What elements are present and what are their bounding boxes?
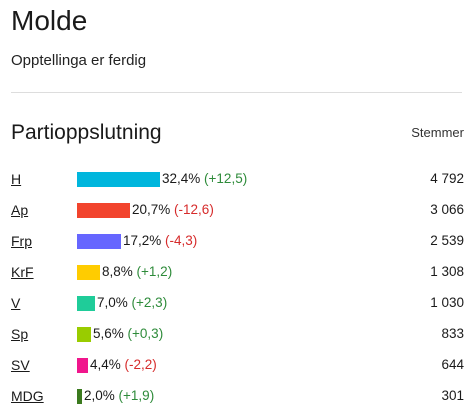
data-label-mdg: 2,0% (+1,9) <box>84 387 154 405</box>
votes-value: 833 <box>441 326 464 341</box>
data-label-v: 7,0% (+2,3) <box>97 294 167 312</box>
party-link-h[interactable]: H <box>11 171 22 187</box>
party-link-frp[interactable]: Frp <box>11 233 32 249</box>
party-results-chart: H 32,4% (+12,5) 4 792 Ap 20,7% (-12,6) 3 066 F… <box>0 164 473 412</box>
party-link-mdg[interactable]: MDG <box>11 388 44 404</box>
votes-value: 4 792 <box>430 171 464 186</box>
percent-value: 32,4% <box>162 171 201 186</box>
votes-value: 301 <box>441 388 464 403</box>
section-title: Partioppslutning <box>11 121 162 144</box>
divider <box>11 92 462 93</box>
party-row-mdg: MDG 2,0% (+1,9) 301 <box>0 381 473 412</box>
bar-sv <box>77 358 88 373</box>
data-label-krf: 8,8% (+1,2) <box>102 263 172 281</box>
percent-value: 20,7% <box>132 202 171 217</box>
party-row-h: H 32,4% (+12,5) 4 792 <box>0 164 473 195</box>
votes-value: 644 <box>441 357 464 372</box>
change-value: (-12,6) <box>174 202 214 217</box>
party-row-sp: Sp 5,6% (+0,3) 833 <box>0 319 473 350</box>
votes-value: 1 308 <box>430 264 464 279</box>
votes-value: 1 030 <box>430 295 464 310</box>
party-link-ap[interactable]: Ap <box>11 202 29 218</box>
party-row-krf: KrF 8,8% (+1,2) 1 308 <box>0 257 473 288</box>
votes-value: 3 066 <box>430 202 464 217</box>
party-row-v: V 7,0% (+2,3) 1 030 <box>0 288 473 319</box>
percent-value: 4,4% <box>90 357 121 372</box>
count-status: Opptellinga er ferdig <box>11 52 147 69</box>
percent-value: 7,0% <box>97 295 128 310</box>
data-label-sp: 5,6% (+0,3) <box>93 325 163 343</box>
bar-v <box>77 296 95 311</box>
bar-sp <box>77 327 91 342</box>
party-link-sv[interactable]: SV <box>11 357 30 373</box>
page-title: Molde <box>11 5 88 36</box>
change-value: (-2,2) <box>124 357 157 372</box>
data-label-frp: 17,2% (-4,3) <box>123 232 197 250</box>
bar-krf <box>77 265 100 280</box>
data-label-ap: 20,7% (-12,6) <box>132 201 214 219</box>
data-label-sv: 4,4% (-2,2) <box>90 356 157 374</box>
percent-value: 5,6% <box>93 326 124 341</box>
party-link-sp[interactable]: Sp <box>11 326 29 342</box>
votes-value: 2 539 <box>430 233 464 248</box>
percent-value: 2,0% <box>84 388 115 403</box>
party-link-v[interactable]: V <box>11 295 21 311</box>
party-link-krf[interactable]: KrF <box>11 264 34 280</box>
bar-mdg <box>77 389 82 404</box>
party-row-ap: Ap 20,7% (-12,6) 3 066 <box>0 195 473 226</box>
percent-value: 8,8% <box>102 264 133 279</box>
party-row-frp: Frp 17,2% (-4,3) 2 539 <box>0 226 473 257</box>
bar-ap <box>77 203 130 218</box>
change-value: (+1,2) <box>136 264 173 279</box>
data-label-h: 32,4% (+12,5) <box>162 170 247 188</box>
change-value: (+2,3) <box>131 295 168 310</box>
change-value: (+1,9) <box>118 388 155 403</box>
bar-h <box>77 172 160 187</box>
change-value: (+0,3) <box>127 326 164 341</box>
party-row-sv: SV 4,4% (-2,2) 644 <box>0 350 473 381</box>
change-value: (-4,3) <box>165 233 198 248</box>
votes-column-header: Stemmer <box>411 125 464 140</box>
percent-value: 17,2% <box>123 233 162 248</box>
change-value: (+12,5) <box>204 171 248 186</box>
bar-frp <box>77 234 121 249</box>
